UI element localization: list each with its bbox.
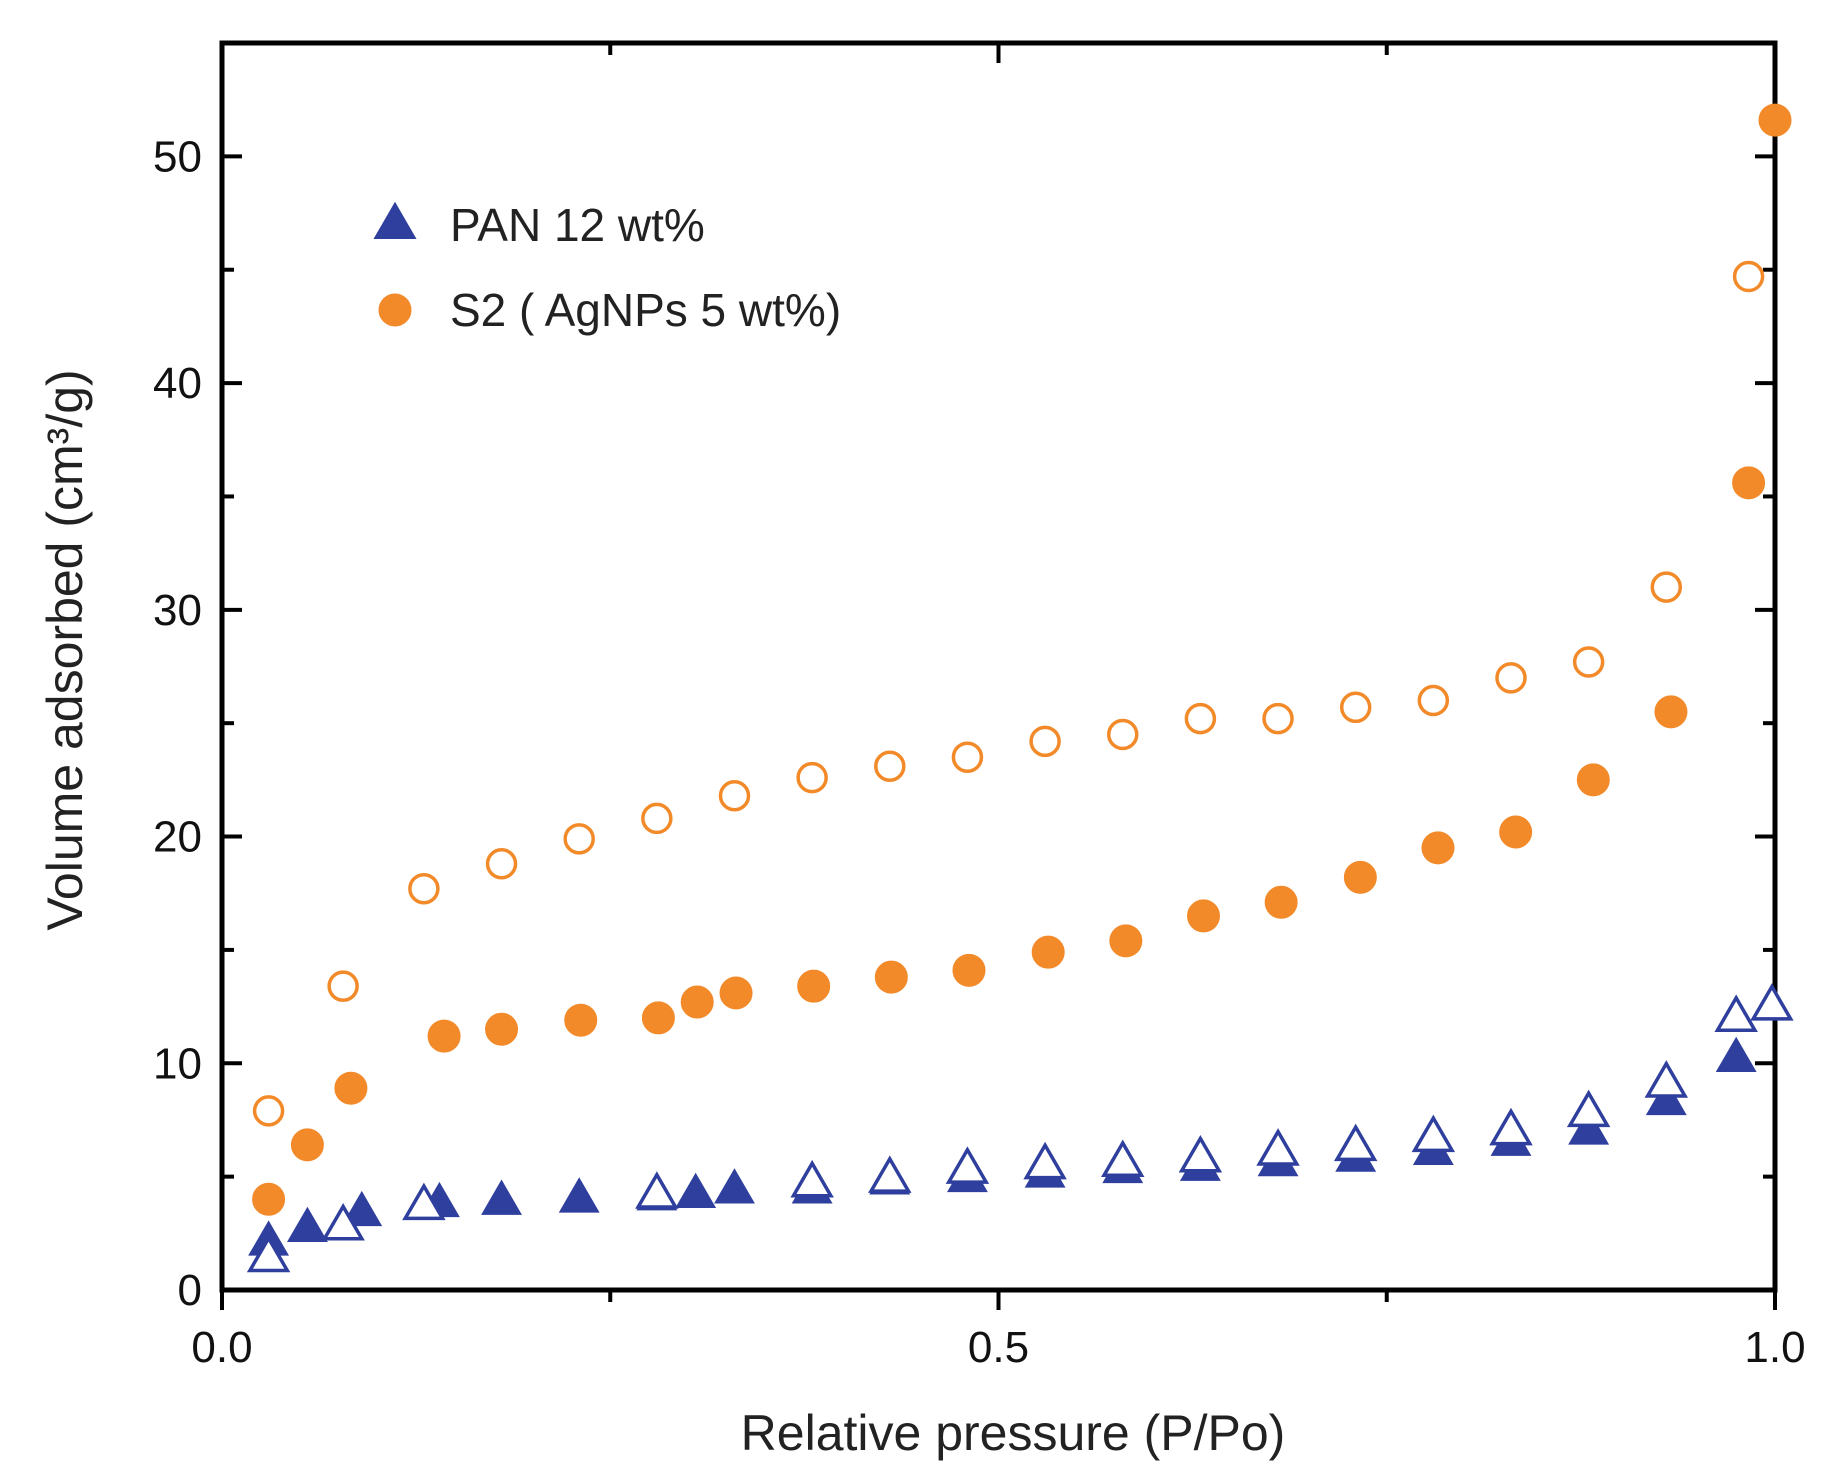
series-1	[246, 983, 1794, 1273]
s2-desorption-point	[563, 823, 595, 855]
y-axis-title: Volume adsorbed (cm³/g)	[37, 369, 93, 930]
x-tick-label: 1.0	[1744, 1323, 1805, 1372]
s2-desorption-point	[1650, 571, 1683, 603]
s2-adsorption-point	[1109, 924, 1143, 958]
s2-adsorption-point	[1499, 815, 1533, 849]
s2-desorption-point	[951, 741, 984, 773]
s2-adsorption-point	[427, 1019, 461, 1053]
pan-adsorption-point	[286, 1206, 328, 1243]
x-tick-label: 0.5	[968, 1323, 1029, 1372]
x-tick-label: 0.0	[191, 1323, 252, 1372]
series-2	[252, 103, 1792, 1216]
s2-desorption-point	[1106, 718, 1139, 751]
pan-desorption-point	[321, 1202, 365, 1241]
s2-adsorption-point	[641, 1001, 675, 1035]
axes: 0 10 20 30 40 50 0.0 0.5 1.0	[153, 40, 1806, 1372]
pan-desorption-point	[246, 1234, 291, 1273]
s2-desorption-point	[1184, 702, 1217, 735]
pan-desorption-point	[635, 1171, 679, 1209]
pan-desorption-point	[1489, 1107, 1533, 1146]
legend-label-0: PAN 12 wt%	[450, 199, 705, 251]
s2-desorption-point	[327, 970, 359, 1002]
pan-desorption-point	[868, 1155, 912, 1193]
pan-desorption-point	[1333, 1123, 1378, 1162]
s2-desorption-point	[485, 848, 518, 880]
s2-adsorption-point	[1576, 763, 1610, 797]
legend-marker-1	[378, 293, 412, 327]
s2-adsorption-point	[874, 960, 908, 994]
pan-desorption-point	[1644, 1060, 1689, 1098]
pan-desorption-point	[945, 1146, 990, 1184]
pan-adsorption-point	[1568, 1109, 1610, 1145]
s2-adsorption-point	[1421, 831, 1455, 865]
s2-adsorption-point	[252, 1182, 286, 1216]
pan-desorption-point	[1750, 983, 1794, 1021]
y-tick-label: 20	[153, 813, 202, 862]
s2-adsorption-point	[719, 976, 753, 1010]
s2-adsorption-point	[1264, 885, 1298, 919]
s2-desorption-point	[718, 779, 751, 812]
s2-desorption-point	[1495, 662, 1527, 694]
s2-adsorption-point	[1654, 695, 1688, 729]
y-tick-label: 40	[153, 359, 202, 408]
y-tick-label: 30	[153, 586, 202, 635]
pan-desorption-point	[1411, 1114, 1456, 1153]
s2-desorption-point	[1417, 684, 1450, 717]
s2-adsorption-point	[485, 1012, 519, 1046]
pan-adsorption-point	[714, 1168, 755, 1204]
pan-adsorption-point	[481, 1179, 522, 1215]
legend: PAN 12 wt% S2 ( AgNPs 5 wt%)	[373, 199, 841, 336]
s2-adsorption-point	[1343, 860, 1377, 894]
legend-label-1: S2 ( AgNPs 5 wt%)	[450, 284, 841, 336]
s2-desorption-point	[408, 872, 440, 905]
data-marks	[246, 103, 1794, 1273]
s2-adsorption-point	[290, 1128, 324, 1162]
y-tick-label: 10	[153, 1039, 202, 1088]
series-3	[252, 260, 1765, 1127]
pan-desorption-point	[1714, 994, 1758, 1032]
s2-adsorption-point	[334, 1071, 368, 1105]
s2-adsorption-point	[952, 953, 986, 987]
pan-desorption-point	[1101, 1139, 1145, 1178]
pan-adsorption-point	[341, 1190, 383, 1227]
pan-adsorption-point	[1715, 1036, 1757, 1073]
s2-adsorption-point	[797, 969, 831, 1003]
legend-marker-0	[373, 201, 417, 239]
pan-adsorption-point	[675, 1172, 717, 1209]
s2-adsorption-point	[1186, 899, 1220, 933]
s2-desorption-point	[252, 1095, 285, 1127]
s2-desorption-point	[874, 750, 906, 783]
s2-adsorption-point	[564, 1003, 598, 1037]
x-axis-title: Relative pressure (P/Po)	[741, 1405, 1286, 1461]
s2-desorption-point	[1339, 691, 1372, 724]
s2-desorption-point	[641, 802, 673, 835]
s2-adsorption-point	[680, 985, 714, 1019]
s2-adsorption-point	[1758, 103, 1792, 137]
s2-desorption-point	[1029, 725, 1061, 758]
y-tick-label: 50	[153, 132, 202, 181]
pan-desorption-point	[1178, 1134, 1223, 1173]
s2-adsorption-point	[1031, 935, 1065, 969]
pan-adsorption-point	[558, 1177, 600, 1213]
pan-desorption-point	[1566, 1089, 1611, 1128]
pan-desorption-point	[1023, 1141, 1067, 1180]
s2-desorption-point	[1572, 646, 1605, 678]
pan-desorption-point	[1256, 1128, 1300, 1166]
s2-adsorption-point	[1732, 466, 1766, 500]
s2-desorption-point	[1262, 702, 1294, 735]
s2-desorption-point	[796, 761, 828, 794]
y-tick-label: 0	[178, 1266, 202, 1315]
pan-desorption-point	[402, 1182, 446, 1221]
pan-adsorption-point	[1645, 1079, 1687, 1116]
s2-desorption-point	[1732, 260, 1765, 293]
pan-desorption-point	[790, 1159, 834, 1198]
